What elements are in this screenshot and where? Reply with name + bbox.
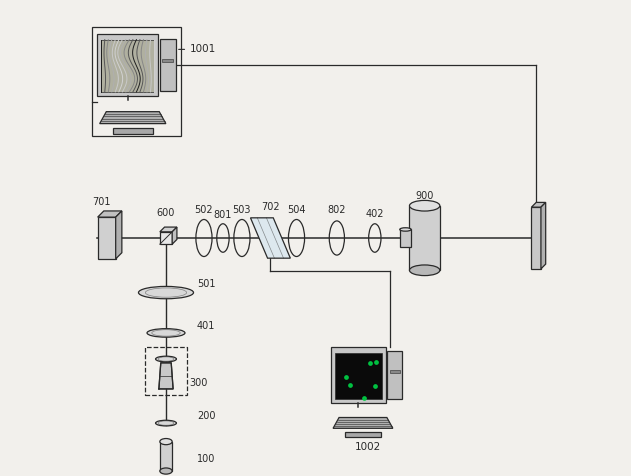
- Text: 200: 200: [197, 411, 215, 421]
- Bar: [162, 59, 174, 62]
- Text: 402: 402: [365, 209, 384, 219]
- Bar: [390, 370, 400, 373]
- Polygon shape: [159, 363, 173, 389]
- Polygon shape: [115, 211, 122, 259]
- Ellipse shape: [410, 265, 440, 276]
- Text: 900: 900: [415, 191, 434, 201]
- Text: 300: 300: [190, 378, 208, 388]
- Text: 701: 701: [93, 197, 111, 207]
- Text: 503: 503: [233, 205, 251, 215]
- Ellipse shape: [410, 200, 440, 211]
- Text: 801: 801: [214, 210, 232, 220]
- Bar: [144, 347, 187, 395]
- Polygon shape: [98, 211, 122, 217]
- Polygon shape: [251, 218, 290, 258]
- Point: [371, 358, 381, 366]
- Ellipse shape: [138, 287, 194, 299]
- Ellipse shape: [400, 228, 411, 231]
- Polygon shape: [100, 112, 166, 124]
- Text: 401: 401: [197, 320, 215, 330]
- Bar: [410, 206, 440, 270]
- Point: [365, 359, 375, 367]
- Polygon shape: [160, 227, 177, 232]
- Bar: [98, 217, 115, 259]
- Bar: [531, 207, 541, 269]
- Ellipse shape: [160, 468, 172, 474]
- Text: 1001: 1001: [179, 44, 216, 54]
- Bar: [160, 232, 172, 244]
- Text: 501: 501: [197, 279, 215, 289]
- Ellipse shape: [156, 356, 177, 362]
- Bar: [97, 34, 158, 96]
- Polygon shape: [333, 417, 393, 428]
- Text: 1002: 1002: [355, 442, 381, 452]
- Point: [370, 382, 380, 389]
- Bar: [345, 432, 381, 437]
- Text: 802: 802: [327, 205, 346, 215]
- Polygon shape: [172, 227, 177, 244]
- Polygon shape: [541, 202, 546, 269]
- Ellipse shape: [156, 420, 177, 426]
- Point: [359, 394, 369, 401]
- Text: 100: 100: [197, 454, 215, 464]
- Bar: [101, 40, 154, 92]
- Text: 702: 702: [261, 202, 280, 212]
- Bar: [112, 128, 153, 134]
- Text: 502: 502: [194, 205, 213, 215]
- Point: [341, 374, 351, 381]
- Polygon shape: [531, 202, 546, 207]
- Bar: [160, 39, 176, 91]
- Bar: [387, 351, 402, 399]
- Bar: [400, 229, 411, 247]
- Ellipse shape: [160, 438, 172, 445]
- Text: 600: 600: [157, 208, 175, 218]
- Bar: [160, 442, 172, 471]
- Text: 504: 504: [287, 205, 306, 215]
- Point: [345, 381, 355, 388]
- Bar: [335, 353, 382, 399]
- Bar: [92, 27, 180, 136]
- Bar: [331, 347, 386, 403]
- Ellipse shape: [147, 328, 185, 337]
